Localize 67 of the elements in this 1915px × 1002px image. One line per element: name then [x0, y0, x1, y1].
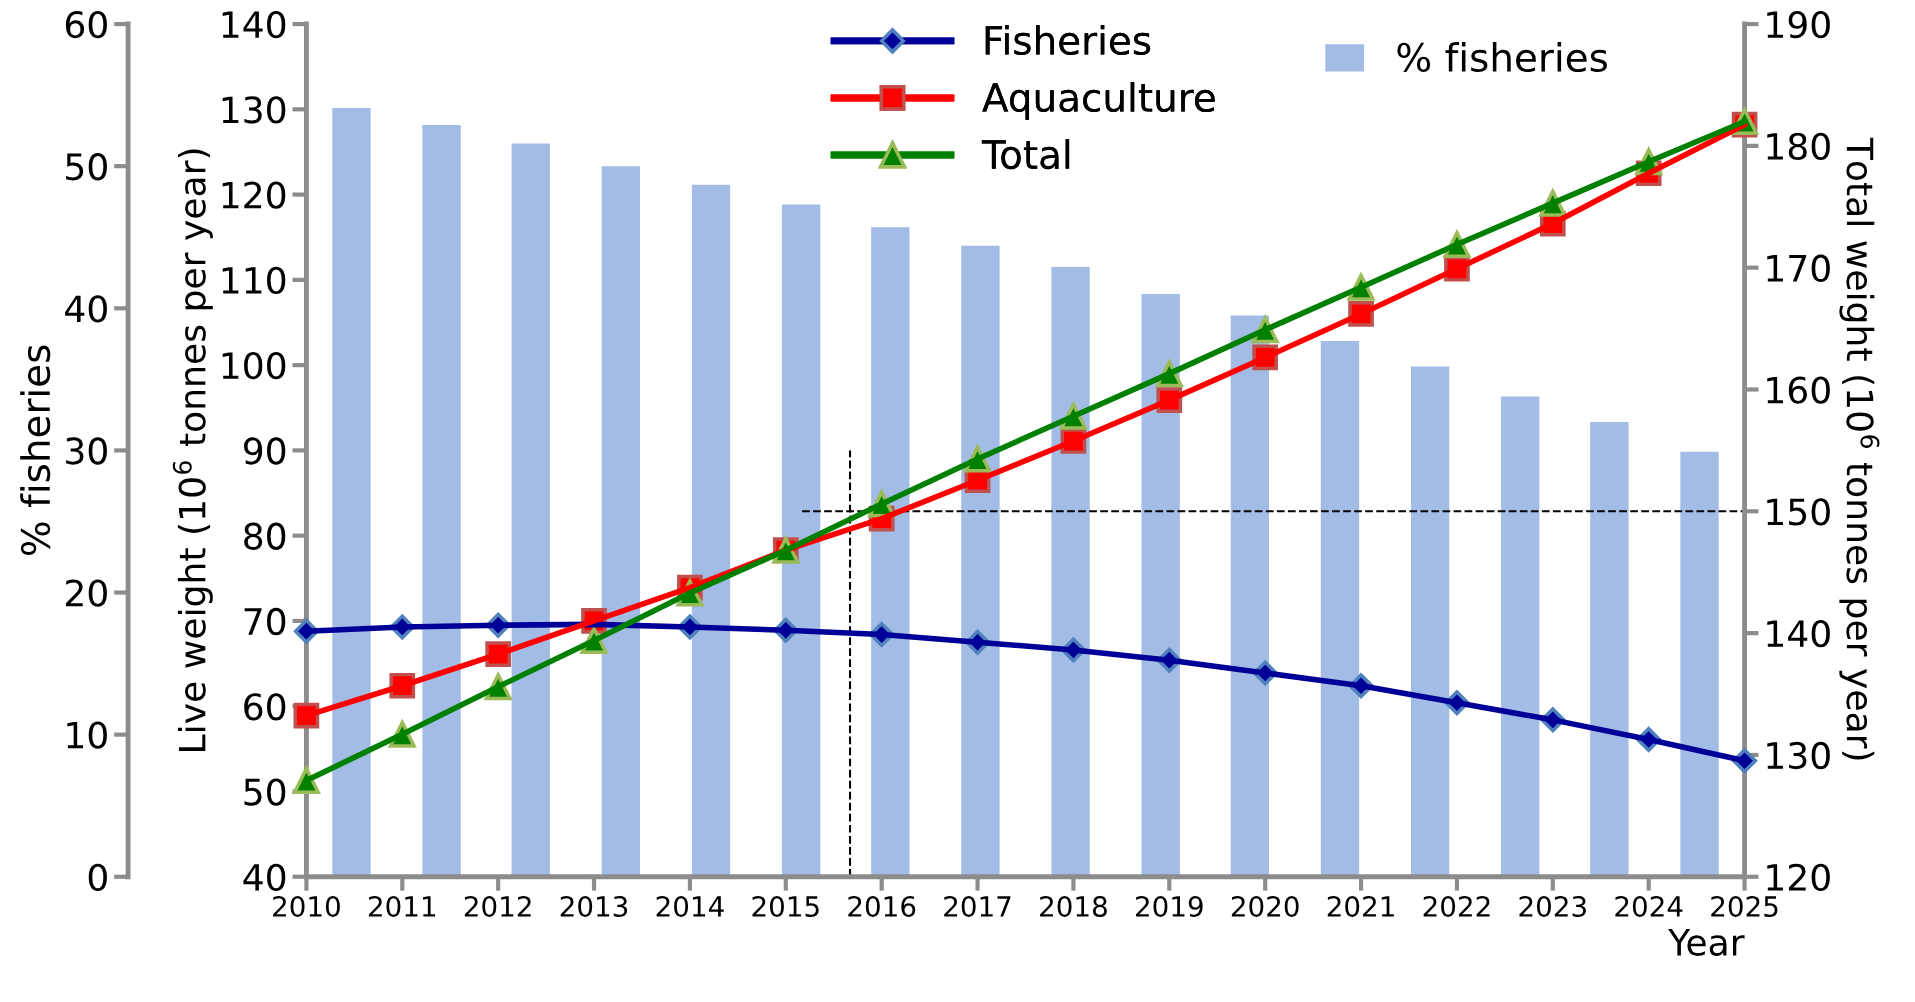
bar	[1051, 267, 1090, 877]
y-tick-label: 40	[243, 863, 286, 891]
x-tick-label: 2023	[1519, 895, 1586, 917]
y-tick-label: 80	[244, 522, 286, 550]
y-tick-label: 120	[222, 181, 286, 209]
y2-tick-label: 140	[1767, 620, 1830, 648]
x-tick-label: 2018	[1040, 895, 1107, 917]
x-tick-label: 2014	[656, 895, 724, 917]
bar	[1680, 451, 1719, 877]
x-tick-label: 2020	[1231, 895, 1299, 917]
x-tick-label: 2015	[752, 895, 819, 917]
bar	[1141, 294, 1180, 877]
legend-label: Fisheries	[985, 24, 1151, 56]
y2-tick-label: 190	[1767, 10, 1830, 39]
x-tick-label: 2022	[1423, 895, 1490, 917]
y-tick-label: 140	[222, 10, 286, 39]
y2-tick-label: 160	[1767, 376, 1830, 404]
y3-tick-label: 50	[66, 153, 107, 181]
x-axis-title: Year	[1668, 929, 1745, 956]
y-axis-title: Live weight (10$^{6}$ tonnes per year)	[172, 149, 213, 751]
y-tick-label: 110	[222, 266, 286, 295]
y3-tick-label: 10	[67, 721, 107, 749]
bar	[691, 184, 731, 877]
y-tick-label: 70	[244, 607, 286, 636]
bar	[781, 204, 821, 877]
bar	[871, 227, 910, 877]
bar	[1230, 315, 1270, 877]
bar	[511, 143, 550, 877]
bar	[1410, 366, 1450, 877]
legend-label: % fisheries	[1397, 41, 1607, 73]
x-tick-label: 2019	[1135, 895, 1203, 917]
y2-tick-label: 120	[1767, 863, 1830, 891]
y-tick-label: 60	[244, 693, 286, 721]
y-tick-label: 90	[243, 437, 286, 465]
x-tick-label: 2013	[560, 895, 628, 917]
y2-tick-label: 180	[1767, 132, 1830, 161]
y2-tick-label: 170	[1767, 254, 1830, 282]
bar	[961, 245, 1000, 877]
x-tick-label: 2017	[944, 895, 1011, 917]
x-tick-label: 2012	[464, 895, 531, 917]
x-tick-label: 2021	[1327, 895, 1394, 917]
y2-axis-title: Total weight (10$^{6}$ tonnes per year)	[1839, 137, 1880, 760]
y2-tick-label: 150	[1767, 498, 1830, 526]
y3-tick-label: 20	[66, 579, 107, 607]
point	[292, 766, 320, 795]
y3-axis-title: % fisheries	[20, 345, 51, 556]
x-tick-label: 2011	[368, 895, 436, 917]
bar	[1590, 421, 1629, 877]
x-tick-label: 2024	[1615, 895, 1683, 917]
y2-tick-label: 130	[1767, 741, 1830, 770]
bar	[1320, 340, 1360, 877]
x-tick-label: 2016	[848, 895, 916, 917]
y3-tick-label: 60	[65, 10, 107, 39]
legend-label: Aquaculture	[982, 82, 1215, 120]
bar	[332, 107, 371, 877]
y3-tick-label: 40	[65, 295, 107, 323]
x-tick-label: 2025	[1711, 895, 1778, 917]
x-tick-label: 2010	[273, 895, 340, 917]
y-tick-label: 100	[222, 352, 286, 380]
y-tick-label: 50	[244, 778, 286, 806]
bar	[601, 166, 641, 877]
bar	[1501, 396, 1540, 877]
y3-tick-label: 30	[66, 437, 107, 465]
bar	[422, 124, 461, 877]
legend-label: Total	[981, 139, 1070, 170]
y-tick-label: 130	[222, 96, 286, 124]
y3-tick-label: 0	[88, 863, 107, 891]
